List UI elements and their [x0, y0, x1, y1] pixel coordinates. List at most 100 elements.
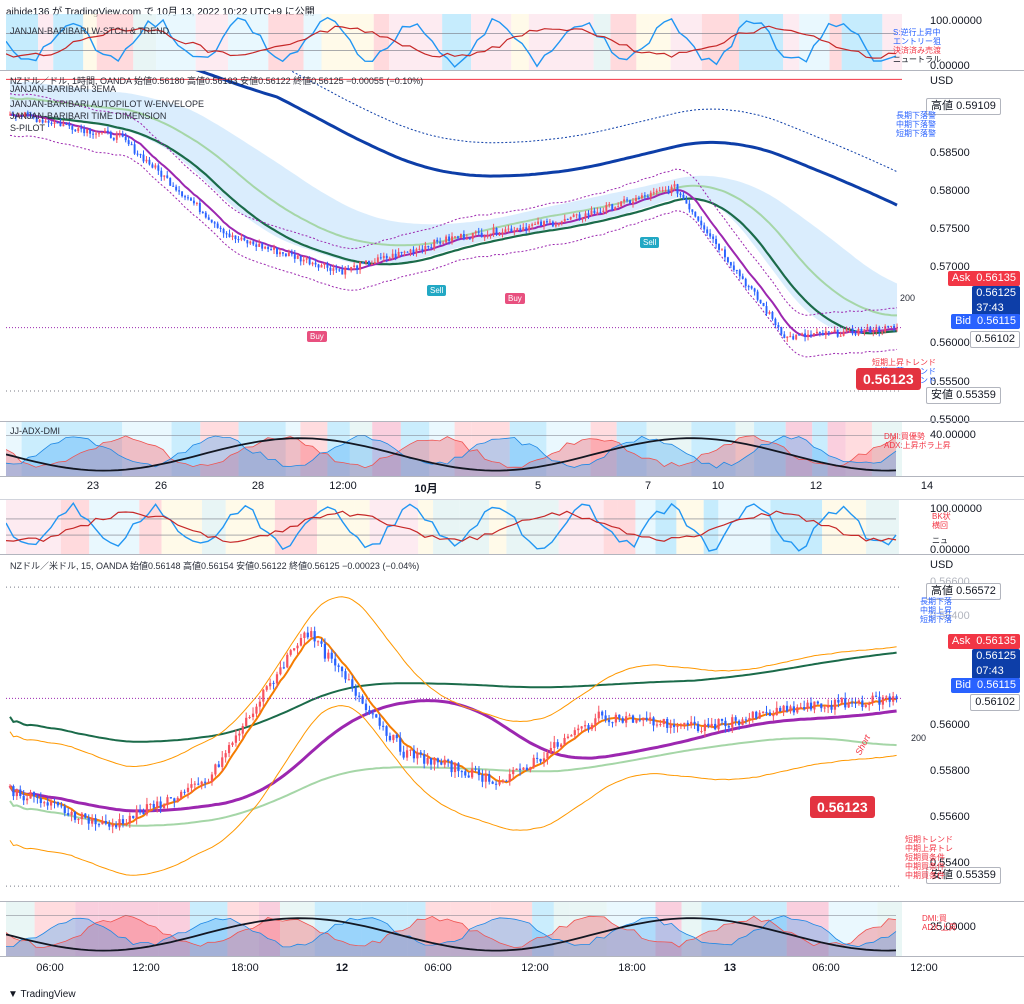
regime-block [38, 14, 54, 70]
candle [549, 748, 552, 753]
candle [484, 774, 487, 782]
candle [94, 818, 97, 825]
candle [125, 823, 128, 825]
candle [187, 197, 189, 199]
candle [391, 253, 394, 258]
candle [795, 334, 798, 340]
candle [19, 789, 22, 797]
candle [63, 806, 66, 814]
bottom-price-pane[interactable]: NZドル／米ドル, 15, OANDA 始値0.56148 高値0.56154 … [0, 555, 1024, 901]
candle [251, 713, 255, 718]
candle [65, 124, 68, 126]
top-osc-notes: S:逆行上昇中 エントリー狙 決済済み売渡 ニュートラル [893, 28, 941, 64]
candle [373, 262, 376, 264]
candle [481, 775, 484, 782]
candle [436, 758, 439, 763]
candle [320, 641, 323, 644]
adx-tick: 40.00000 [930, 429, 976, 441]
candle [556, 742, 559, 747]
bottom-adx-pane[interactable]: 25.00000 DMI:買 ADX:上昇 [0, 902, 1024, 956]
adx-regime-block [314, 902, 362, 956]
candle [768, 712, 772, 716]
candle [353, 265, 356, 267]
candle [8, 786, 12, 788]
candle [451, 236, 453, 241]
osc-tick-0: 0.00000 [930, 60, 970, 72]
candle [462, 233, 465, 240]
candle [344, 268, 347, 275]
candle [273, 247, 275, 250]
candle [231, 235, 234, 238]
candle [755, 711, 758, 719]
candle [621, 718, 624, 723]
candle [405, 750, 409, 758]
candle [741, 276, 744, 279]
regime-block [83, 14, 97, 70]
bottom-oscillator-pane[interactable]: 100.00000 0.00000 BK状 横回 ニュ [0, 500, 1024, 556]
top-oscillator-pane[interactable]: JANJAN-BARIBARI W-STCH & TREND 100.00000… [0, 14, 1024, 72]
candle [279, 252, 281, 255]
candle [625, 716, 628, 723]
price-tick: 0.55400 [930, 857, 970, 869]
top-legend-timedim: JANJAN-BARIBARI TIME DIMENSION [10, 111, 167, 121]
bottom-time-axis[interactable]: 06:00 12:00 18:00 12 06:00 12:00 18:00 1… [0, 957, 1024, 979]
candle [376, 257, 379, 263]
osc-note-1: エントリー狙 [893, 37, 941, 46]
candle [175, 186, 178, 191]
top-ask-label: Ask 0.56135 [947, 271, 1020, 286]
candle [104, 820, 107, 824]
regime-block [829, 14, 842, 70]
adx-regime-block [786, 902, 829, 956]
candle [50, 122, 53, 124]
candle [89, 129, 92, 134]
bottom-price-axis[interactable]: USD 0.56600 0.56400 0.56000 0.55800 0.55… [902, 555, 1024, 901]
candle [127, 140, 130, 145]
candle [815, 331, 818, 334]
candle [400, 251, 403, 253]
candle [344, 671, 347, 680]
tradingview-logo[interactable]: ▼ TradingView [8, 989, 76, 1000]
top-time-axis[interactable]: 23 26 28 12:00 10月 5 7 10 12 14 [0, 477, 1024, 497]
candle [869, 327, 872, 334]
top-price-pane[interactable]: NZドル／ドル, 1時間, OANDA 始値0.56180 高値0.56193 … [0, 71, 1024, 426]
candle [465, 238, 468, 240]
candle [240, 237, 243, 240]
bottom-oscillator-plot [6, 500, 899, 554]
x-tick: 12:00 [521, 962, 549, 974]
price-tick: 0.56000 [930, 719, 970, 731]
candle [252, 241, 255, 245]
candle [293, 254, 296, 259]
candle [706, 229, 709, 234]
top-price-axis[interactable]: USD 0.58500 0.58000 0.57500 0.57000 0.56… [902, 71, 1024, 426]
candle [861, 700, 864, 708]
regime-block [882, 14, 902, 70]
candle [670, 186, 673, 194]
candle [361, 696, 364, 704]
candle [56, 801, 60, 806]
top-adx-pane[interactable]: JJ-ADX-DMI 40.00000 DMI:買優勢 ADX:上昇ボラ上昇 [0, 422, 1024, 476]
regime-block [354, 500, 370, 554]
candle [121, 133, 124, 137]
candle [457, 236, 459, 238]
candle [316, 641, 320, 643]
candle [480, 232, 483, 238]
candle [735, 269, 738, 271]
candle [751, 711, 754, 718]
x-tick: 26 [154, 480, 168, 492]
candle [379, 257, 382, 259]
candle [551, 221, 554, 227]
candle [249, 241, 252, 244]
candle [637, 197, 640, 199]
candle [696, 723, 700, 732]
adx-regime-block [300, 422, 328, 476]
candle [453, 763, 457, 773]
envelope-short-lower [9, 134, 898, 358]
candle [685, 199, 688, 204]
regime-block [617, 500, 636, 554]
candle [792, 336, 795, 340]
candle [777, 325, 780, 328]
candle [106, 130, 109, 132]
candle [718, 244, 720, 250]
candle [532, 757, 535, 768]
trend-note: 中期下落警 [896, 120, 936, 129]
